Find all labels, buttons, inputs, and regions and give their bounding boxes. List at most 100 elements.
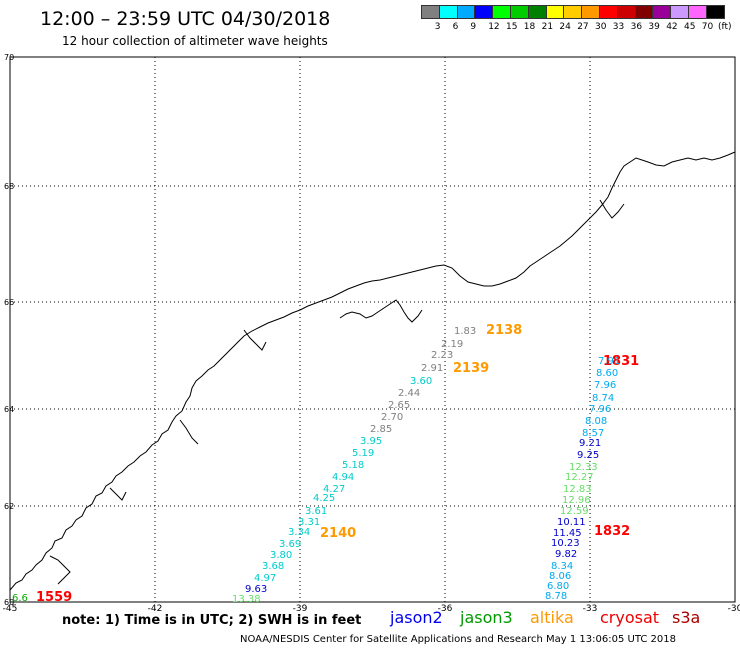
swh-value: 12.27 (565, 472, 594, 483)
swh-value: 11.45 (553, 528, 582, 539)
lat-tick-label: 68 (4, 182, 14, 191)
swh-value: 9.63 (245, 584, 267, 595)
swh-value: 7.96 (589, 404, 611, 415)
legend-label: 42 (666, 22, 678, 32)
swh-value: 7.96 (594, 380, 616, 391)
swh-value: 8.57 (582, 428, 604, 439)
swh-value: 3.95 (360, 436, 382, 447)
swh-value: 3.69 (279, 539, 301, 550)
swh-value: 8.08 (585, 416, 607, 427)
swh-value: 9.25 (577, 450, 599, 461)
swh-value: 5.19 (352, 448, 374, 459)
swh-value: 12.96 (562, 495, 591, 506)
swh-value: 2.23 (431, 350, 453, 361)
track-label: 1831 (603, 354, 639, 369)
swh-value: 6.80 (547, 581, 569, 592)
track-label: 2138 (486, 323, 522, 338)
swh-value: 10.23 (551, 538, 580, 549)
swh-value: 7.91 (598, 356, 620, 367)
legend-label: 3 (434, 22, 441, 32)
swh-value: 2.19 (441, 339, 463, 350)
legend-label: 70 (701, 22, 714, 32)
satellite-track-labels: 2138 2139 2140 1831 1832 1559 (36, 323, 639, 605)
swh-value: 3.68 (262, 561, 284, 572)
swh-value: 12.83 (563, 484, 592, 495)
swh-value: 4.97 (254, 573, 276, 584)
wave-height-measurements: 1.83 2.192.23 2.91 3.602.442.652.702.853.95… (12, 326, 620, 605)
swh-value: 4.27 (323, 484, 345, 495)
track-label: 2139 (453, 361, 489, 376)
lon-tick-label: -45 (3, 604, 18, 614)
legend-label: 18 (523, 22, 536, 32)
legend-label: 24 (559, 22, 571, 32)
footnote: note: 1) Time is in UTC; 2) SWH is in fe… (62, 613, 362, 628)
legend-label: 12 (488, 22, 500, 32)
swh-value: 8.60 (596, 368, 618, 379)
swh-value: 3.61 (305, 506, 327, 517)
lat-tick-label: 64 (4, 405, 14, 414)
swh-value: 12.33 (569, 462, 598, 473)
legend-label: 33 (612, 22, 625, 32)
lon-tick-label: -39 (293, 604, 308, 614)
map-subtitle: 12 hour collection of altimeter wave hei… (62, 34, 328, 48)
swh-value: 2.91 (421, 363, 443, 374)
swh-value: 3.31 (298, 517, 320, 528)
swh-value: 3.80 (270, 550, 292, 561)
lat-tick-label: 70 (4, 53, 14, 62)
lat-tick-label: 66 (4, 298, 14, 307)
legend-label: 21 (541, 22, 554, 32)
coast-detail (49, 199, 625, 585)
track-label: 1559 (36, 590, 72, 605)
legend-label: 36 (630, 22, 643, 32)
swh-value: 3.34 (288, 527, 310, 538)
swh-value: 2.65 (388, 400, 410, 411)
swh-value: 12.59 (560, 506, 589, 517)
legend-label: 45 (684, 22, 696, 32)
satellite-name-altika: altika (530, 608, 574, 627)
swh-value: 13.38 (232, 594, 261, 605)
swh-value: 10.11 (557, 517, 586, 528)
swh-value: 6.6 (12, 593, 28, 604)
legend-swatch (705, 5, 725, 19)
legend-unit: (ft) (718, 22, 732, 32)
swh-value: 2.70 (381, 412, 403, 423)
satellite-name-jason2: jason2 (390, 608, 443, 627)
swh-value: 8.74 (592, 393, 614, 404)
lon-tick-label: -30 (728, 604, 740, 614)
credit-line: NOAA/NESDIS Center for Satellite Applica… (240, 634, 676, 645)
swh-value: 9.82 (555, 549, 577, 560)
satellite-name-s3a: s3a (672, 608, 701, 627)
swh-value: 4.25 (313, 493, 335, 504)
swh-value: 8.06 (549, 571, 571, 582)
swh-value: 2.85 (370, 424, 392, 435)
swh-value: 1.83 (454, 326, 476, 337)
swh-value: 9.21 (579, 438, 601, 449)
satellite-name-cryosat: cryosat (600, 608, 660, 627)
swh-value: 8.78 (545, 591, 567, 602)
axis-labels: -45 -42 -39 -36 -33 -30 70 68 66 64 62 60 (3, 53, 740, 614)
swh-value: 8.34 (551, 561, 573, 572)
swh-value: 5.18 (342, 460, 364, 471)
legend-label: 27 (577, 22, 589, 32)
lat-tick-label: 60 (4, 598, 14, 607)
grid-lines (10, 57, 735, 602)
lon-tick-label: -42 (148, 604, 163, 614)
track-label: 1832 (594, 524, 630, 539)
map-title: 12:00 – 23:59 UTC 04/30/2018 (40, 8, 331, 30)
legend-label: 39 (648, 22, 660, 32)
swh-value: 4.94 (332, 472, 354, 483)
greenland-coastline (9, 151, 736, 591)
lon-tick-label: -36 (438, 604, 453, 614)
legend-label: 15 (506, 22, 518, 32)
lon-tick-label: -33 (583, 604, 598, 614)
legend-label: 6 (452, 22, 459, 32)
map-frame (9, 56, 736, 603)
lat-tick-label: 62 (4, 502, 14, 511)
legend-label: 9 (470, 22, 477, 32)
swh-value: 2.44 (398, 388, 420, 399)
satellite-name-jason3: jason3 (460, 608, 513, 627)
swh-value: 3.60 (410, 376, 432, 387)
legend-label: 30 (595, 22, 607, 32)
track-label: 2140 (320, 526, 356, 541)
